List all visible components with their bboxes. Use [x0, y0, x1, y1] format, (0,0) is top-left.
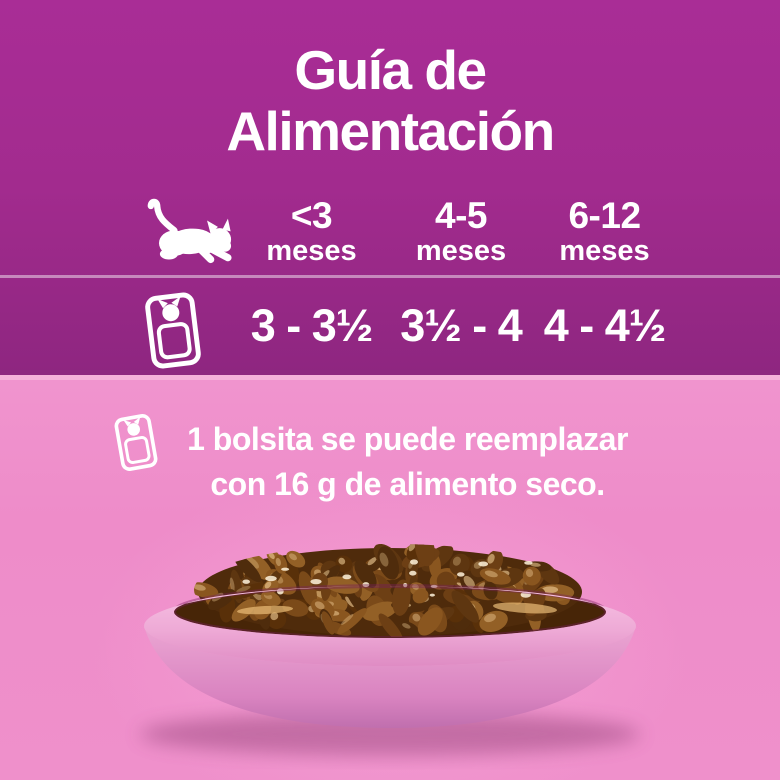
age-unit: meses	[266, 235, 357, 267]
kitten-silhouette-icon	[138, 196, 238, 264]
age-column-header-1: <3 meses	[239, 196, 384, 267]
food-chunks	[188, 544, 575, 637]
plate-of-food-image	[125, 538, 655, 780]
age-unit: meses	[559, 235, 650, 267]
plate-rim	[143, 585, 636, 667]
age-range: 4-5	[435, 195, 487, 236]
page-title: Guía de Alimentación	[0, 40, 780, 162]
food-pouch-icon	[142, 289, 205, 372]
age-range: 6-12	[568, 195, 641, 236]
plate-shadow	[140, 712, 640, 756]
plate-underside	[144, 626, 636, 728]
age-unit: meses	[415, 235, 507, 267]
pouches-amount-1: 3 - 3½	[250, 300, 374, 351]
title-line-1: Guía de	[294, 39, 487, 101]
note-line-2: con 16 g de alimento seco.	[210, 466, 605, 502]
table-row-divider	[0, 275, 780, 278]
age-range: <3	[290, 195, 333, 236]
note-line-1: 1 bolsita se puede reemplazar	[187, 421, 628, 457]
age-column-header-2: 4-5 meses	[388, 196, 534, 267]
title-line-2: Alimentación	[226, 100, 555, 162]
replacement-note-section: 1 bolsita se puede reemplazar con 16 g d…	[0, 375, 780, 780]
pouches-amount-2: 3½ - 4	[400, 300, 523, 351]
pouches-amount-3: 4 - 4½	[543, 300, 667, 351]
age-column-header-3: 6-12 meses	[532, 196, 677, 267]
replacement-note: 1 bolsita se puede reemplazar con 16 g d…	[50, 417, 765, 507]
feeding-guide-section: Guía de Alimentación	[0, 0, 780, 375]
